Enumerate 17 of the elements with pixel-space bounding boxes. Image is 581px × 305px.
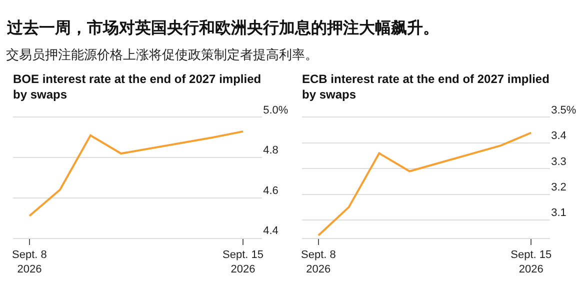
x-tick-label: Sept. 15 2026 [222,249,264,276]
y-tick-label: 4.8 [263,144,278,157]
text: 交易员押注能源价格上涨将促使政策制定者提高利率。 [6,47,318,62]
y-tick-label: 3.2 [551,182,566,194]
y-tick-label: 3.4 [551,130,566,142]
y-tick-label: 3.3 [551,156,566,168]
x-tick-label: Sept. 15 2026 [510,249,552,276]
y-tick-label: 4.6 [263,184,278,197]
text: 过去一周，市场对英国央行和欧洲央行加息的押注大幅飙升。 [6,19,439,37]
y-tick-label: 4.4 [263,225,278,238]
y-tick-label: 3.1 [551,207,566,220]
x-tick-label: Sept. 8 2026 [12,249,47,276]
y-tick-label: 3.5% [551,104,576,117]
chart-title: ECB interest rate at the end of 2027 implied by swaps [302,72,550,102]
y-tick-label: 5.0% [263,104,288,117]
chart-title: BOE interest rate at the end of 2027 implied by swaps [13,72,262,102]
x-tick-label: Sept. 8 2026 [300,249,336,276]
